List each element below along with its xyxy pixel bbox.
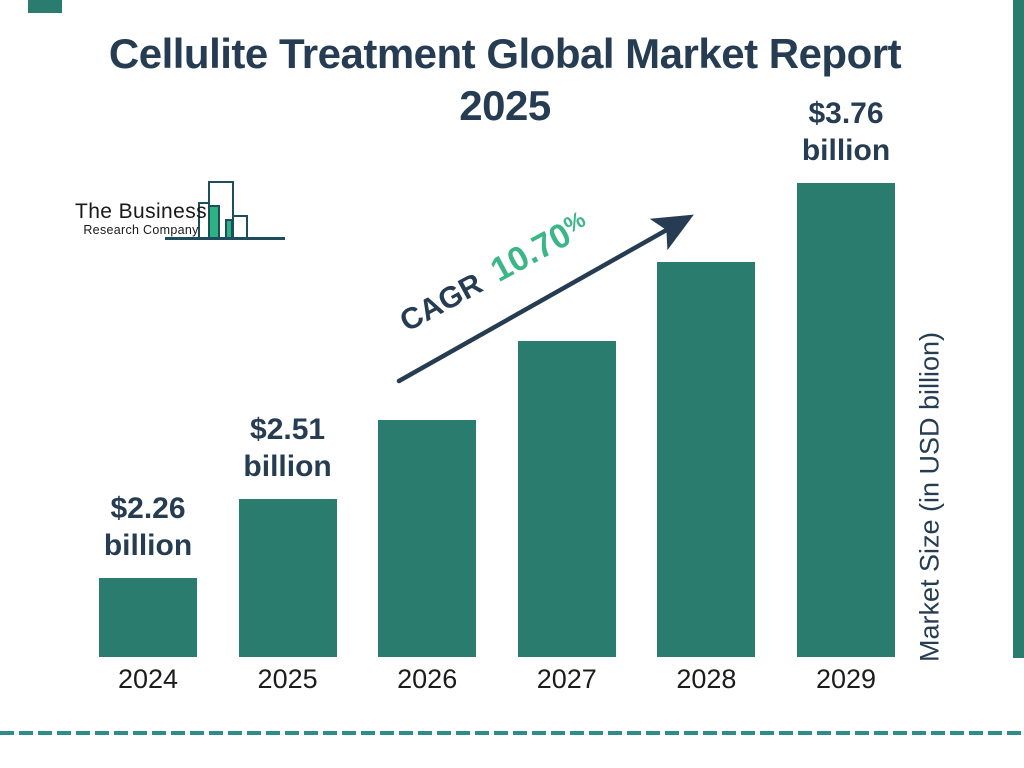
company-logo: The Business Research Company xyxy=(60,178,290,248)
value-label-line: billion xyxy=(801,134,891,167)
logo-green-bar-large xyxy=(208,205,220,240)
x-tick-label-2027: 2027 xyxy=(536,664,597,694)
x-tick-label-2028: 2028 xyxy=(676,664,737,694)
x-tick-label-2025: 2025 xyxy=(257,664,318,694)
value-label-2025: $2.51 billion xyxy=(178,411,398,485)
value-label-2029: $3.76 billion xyxy=(736,95,956,169)
cagr-value: 10.70 xyxy=(484,215,578,290)
page-title: Cellulite Treatment Global Market Report… xyxy=(0,28,1010,132)
right-edge-accent-bar xyxy=(1013,0,1024,658)
x-tick-label-2029: 2029 xyxy=(815,664,877,694)
logo-company-subname: Research Company xyxy=(83,223,199,237)
logo-baseline xyxy=(165,237,285,240)
bar-2028 xyxy=(657,262,756,657)
value-label-line: billion xyxy=(103,529,193,562)
value-label-line: $2.51 xyxy=(250,413,326,446)
logo-bar-chart-icon xyxy=(160,178,290,244)
page-title-line1: Cellulite Treatment Global Market Report xyxy=(108,30,902,77)
value-label-line: billion xyxy=(243,450,332,483)
bottom-dashed-rule xyxy=(0,731,1024,735)
bar-2029 xyxy=(797,183,895,657)
bar-2024 xyxy=(99,578,197,657)
page-title-line2: 2025 xyxy=(459,82,551,129)
bar-2025 xyxy=(238,499,337,657)
value-label-line: $2.26 xyxy=(110,492,186,525)
cagr-annotation: CAGR10.70% xyxy=(390,200,593,339)
logo-company-name: The Business xyxy=(74,200,208,223)
logo-text: The Business Research Company xyxy=(74,200,208,237)
bar-2026 xyxy=(378,420,477,657)
value-label-line: $3.76 xyxy=(808,97,884,130)
value-label-2024: $2.26 billion xyxy=(38,490,258,564)
y-axis-label: Market Size (in USD billion) xyxy=(914,331,945,663)
top-left-accent-rectangle xyxy=(28,0,62,13)
x-tick-label-2024: 2024 xyxy=(117,664,179,694)
bar-2027 xyxy=(517,341,616,657)
x-tick-label-2026: 2026 xyxy=(397,664,458,694)
cagr-label: CAGR xyxy=(394,267,489,339)
